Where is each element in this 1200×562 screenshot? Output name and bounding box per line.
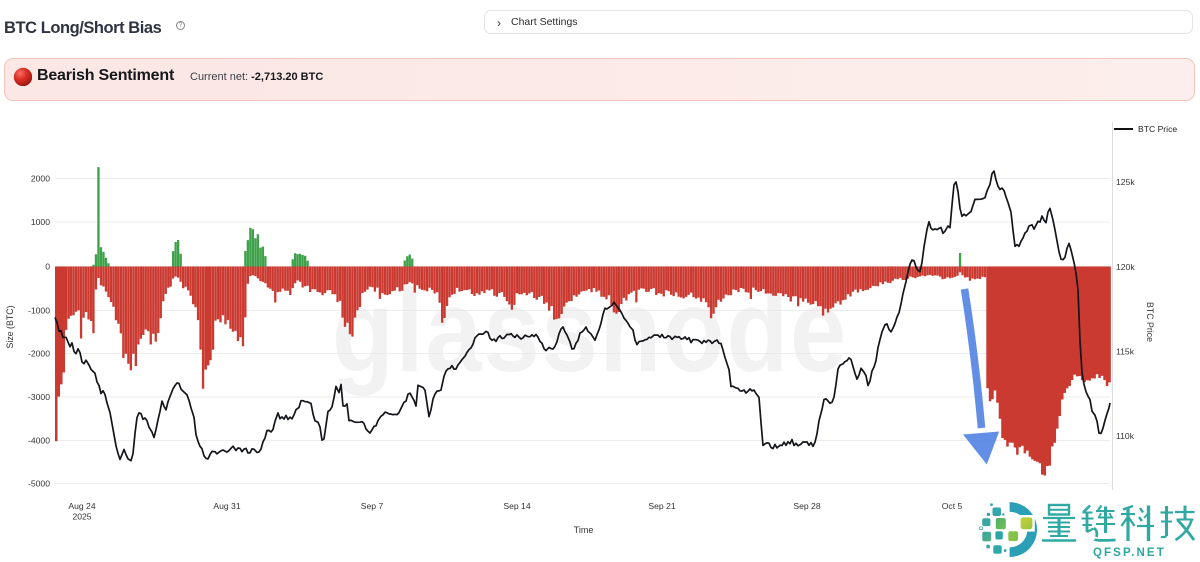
svg-text:Size (BTC): Size (BTC) <box>5 305 15 348</box>
svg-text:BTC Price: BTC Price <box>1138 124 1177 134</box>
svg-text:2025: 2025 <box>72 512 91 522</box>
svg-text:Time: Time <box>574 525 594 535</box>
svg-text:Aug 31: Aug 31 <box>213 501 240 511</box>
svg-text:Sep 14: Sep 14 <box>503 501 530 511</box>
svg-text:120k: 120k <box>1116 262 1135 272</box>
svg-text:0: 0 <box>45 262 50 272</box>
svg-text:Sep 21: Sep 21 <box>648 501 675 511</box>
svg-text:Sep 28: Sep 28 <box>793 501 820 511</box>
svg-text:-2000: -2000 <box>28 349 50 359</box>
svg-text:-1000: -1000 <box>28 306 50 316</box>
svg-text:-5000: -5000 <box>28 479 50 489</box>
svg-text:110k: 110k <box>1116 431 1135 441</box>
svg-text:1000: 1000 <box>31 217 50 227</box>
svg-text:115k: 115k <box>1116 347 1135 357</box>
svg-text:-4000: -4000 <box>28 436 50 446</box>
svg-text:Sep 7: Sep 7 <box>361 501 384 511</box>
svg-text:QFSP.NET: QFSP.NET <box>1093 547 1166 559</box>
svg-text:BTC Price: BTC Price <box>1145 302 1155 342</box>
svg-text:-3000: -3000 <box>28 392 50 402</box>
svg-text:Oct 5: Oct 5 <box>942 501 963 511</box>
svg-text:Aug 24: Aug 24 <box>68 501 95 511</box>
svg-text:2000: 2000 <box>31 174 50 184</box>
svg-text:125k: 125k <box>1116 177 1135 187</box>
